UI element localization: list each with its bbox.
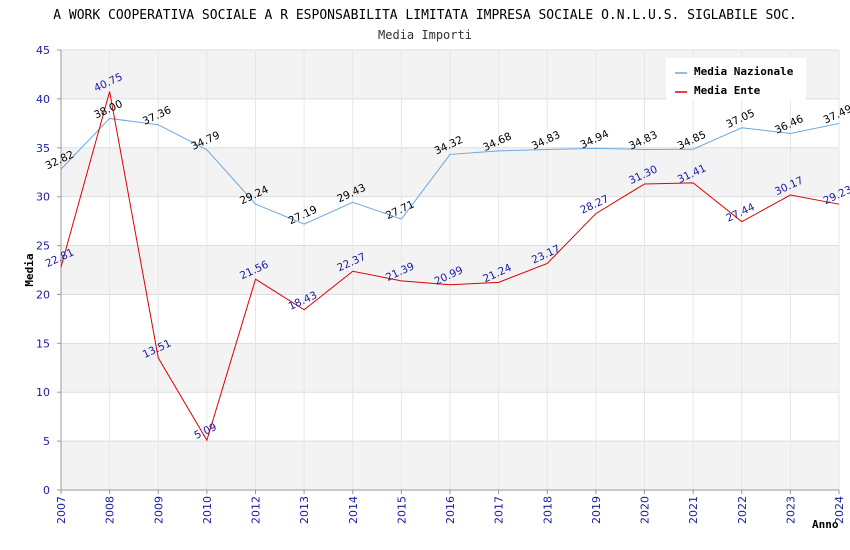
x-tick-label: 2024 [833,496,846,524]
x-tick-label: 2014 [347,496,360,524]
x-tick-label: 2020 [639,496,652,524]
gridlines [60,49,840,491]
x-tick-label: 2008 [104,496,117,524]
x-tick-label: 2019 [590,496,603,524]
series-line-media-nazionale [60,117,840,225]
x-tick-label: 2012 [250,496,263,524]
chart-subtitle: Media Importi [378,28,472,42]
x-tick-label: 2017 [493,496,506,524]
x-tick-label: 2007 [55,496,68,524]
x-tick-label: 2023 [784,496,797,524]
y-tick-label: 35 [36,142,50,155]
chart-title: A WORK COOPERATIVA SOCIALE A R ESPONSABI… [53,8,797,23]
series-layer [60,91,840,442]
x-tick-label: 2013 [298,496,311,524]
y-tick-label: 40 [36,93,50,106]
legend-label-media-ente: Media Ente [694,84,761,97]
data-label-media-nazionale: 37.05 [724,107,756,131]
x-tick-label: 2018 [541,496,554,524]
series-line-media-ente [60,91,840,442]
axes: 0 5 10 15 20 25 30 35 40 45 2007 2008 2009 2010 2012 20… [36,44,846,524]
x-tick-label: 2015 [395,496,408,524]
y-tick-label: 0 [43,484,50,497]
y-tick-label: 20 [36,288,50,301]
data-label-media-nazionale: 37.49 [822,103,850,127]
y-tick-label: 10 [36,386,50,399]
y-tick-label: 45 [36,44,50,57]
data-label-media-nazionale: 38.00 [92,98,124,122]
x-tick-label: 2016 [444,496,457,524]
x-axis-label: Anno [812,518,839,531]
x-tick-label: 2022 [736,496,749,524]
legend-label-media-nazionale: Media Nazionale [694,65,794,78]
y-axis-label: Media [23,253,36,286]
x-tick-label: 2009 [152,496,165,524]
legend-box [666,58,806,100]
x-tick-label: 2010 [201,496,214,524]
y-tick-label: 25 [36,240,50,253]
y-tick-label: 15 [36,337,50,350]
y-tick-label: 5 [43,435,50,448]
y-tick-label: 30 [36,191,50,204]
legend: Media Nazionale Media Ente [666,58,806,100]
x-tick-label: 2021 [687,496,700,524]
